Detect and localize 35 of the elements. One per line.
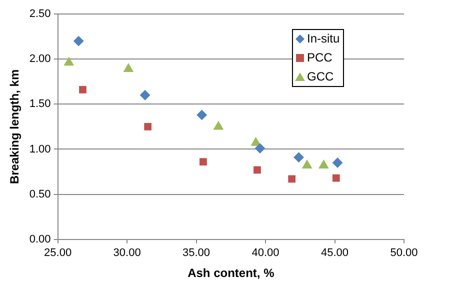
legend-label: PCC [307, 50, 333, 64]
y-tick-label: 0.50 [29, 188, 51, 200]
point [196, 110, 207, 120]
x-tick-label: 30.00 [113, 247, 141, 260]
point [140, 90, 150, 100]
y-tick-label: 2.50 [29, 8, 51, 20]
x-tick-label: 40.00 [252, 247, 280, 260]
point [302, 160, 312, 168]
x-tick-label: 45.00 [320, 247, 349, 260]
x-tick-label: 25.00 [44, 247, 72, 260]
point [74, 36, 84, 46]
point [318, 160, 329, 168]
point [254, 143, 265, 154]
legend-label: GCC [307, 69, 334, 84]
x-tick-label: 35.00 [182, 247, 210, 260]
y-tick-label: 0.00 [29, 233, 51, 246]
point [124, 64, 134, 72]
y-tick-label: 2.00 [29, 53, 51, 66]
point [288, 175, 296, 183]
point [79, 86, 86, 94]
point [214, 121, 224, 130]
point [144, 123, 152, 130]
point [251, 137, 261, 146]
x-axis-title: Ash content, % [188, 266, 275, 280]
y-tick-label: 1.00 [29, 143, 51, 156]
point [332, 158, 343, 168]
legend-label: In-situ [307, 31, 340, 46]
point [254, 166, 261, 174]
y-tick-label: 1.50 [29, 98, 51, 110]
y-axis-title: Breaking length, km [8, 69, 22, 184]
x-tick-label: 50.00 [390, 247, 418, 260]
point [332, 174, 340, 182]
point [200, 158, 207, 166]
point [294, 152, 304, 162]
point [64, 57, 74, 66]
